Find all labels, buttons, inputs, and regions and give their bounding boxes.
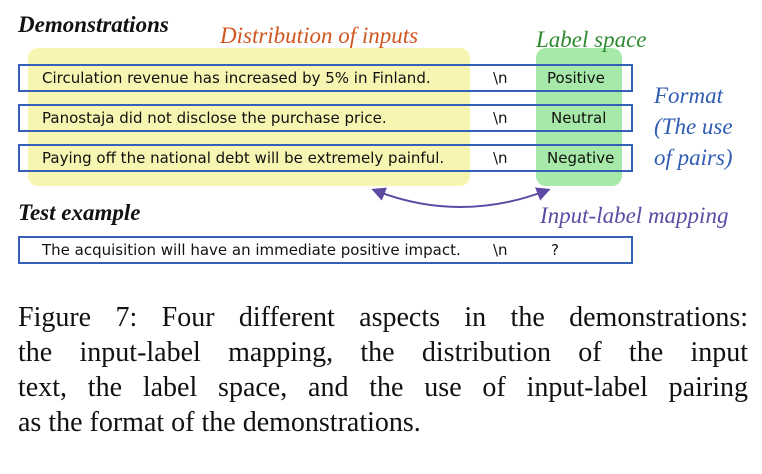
demonstration-row: Circulation revenue has increased by 5% … <box>18 64 633 92</box>
newline-separator: \n <box>493 241 508 259</box>
label-space-label: Label space <box>536 27 647 52</box>
demo-input-text: Paying off the national debt will be ext… <box>42 149 445 167</box>
distribution-of-inputs-label: Distribution of inputs <box>220 23 419 48</box>
input-distribution-highlight <box>28 48 470 186</box>
label-space-highlight <box>536 48 622 186</box>
demonstrations-heading: Demonstrations <box>18 12 169 37</box>
demo-input-text: Circulation revenue has increased by 5% … <box>42 69 431 87</box>
test-example-heading: Test example <box>18 200 141 225</box>
format-label-line: Format <box>654 83 723 108</box>
newline-separator: \n <box>493 149 508 167</box>
format-label-line: of pairs) <box>654 145 733 170</box>
mapping-arrow-icon <box>371 187 551 208</box>
demo-label: Positive <box>547 69 605 87</box>
demo-label: Negative <box>547 149 615 167</box>
figure-caption: Figure 7: Four different aspects in the … <box>18 300 748 440</box>
demonstration-row: Panostaja did not disclose the purchase … <box>18 104 633 132</box>
demonstration-row: Paying off the national debt will be ext… <box>18 144 633 172</box>
caption-line: as the format of the demonstrations. <box>18 407 421 438</box>
caption-line: text, the label space, and the use of in… <box>18 372 748 403</box>
newline-separator: \n <box>493 109 508 127</box>
demo-label: Neutral <box>551 109 607 127</box>
demo-input-text: Panostaja did not disclose the purchase … <box>42 109 387 127</box>
format-label-line: (The use <box>654 114 733 139</box>
caption-line: Figure 7: Four different aspects in the … <box>18 302 748 333</box>
format-label: Format (The use of pairs) <box>654 82 733 172</box>
newline-separator: \n <box>493 69 508 87</box>
caption-line: the input-label mapping, the distributio… <box>18 337 748 368</box>
input-label-mapping-label: Input-label mapping <box>540 203 729 228</box>
test-input-text: The acquisition will have an immediate p… <box>42 241 461 259</box>
test-example-row: The acquisition will have an immediate p… <box>18 236 633 264</box>
test-label-placeholder: ? <box>551 241 559 259</box>
